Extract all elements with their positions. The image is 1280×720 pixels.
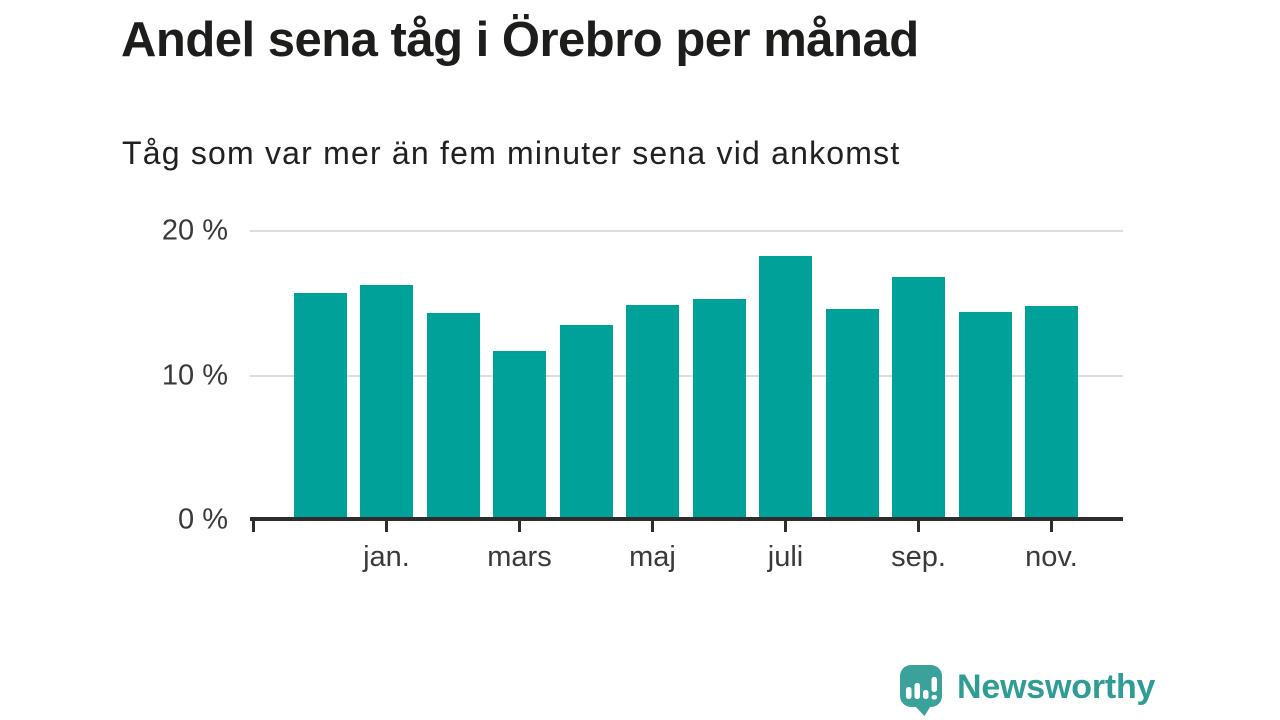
bar-chart-plot-area [250,230,1123,520]
x-axis-label-jan: jan. [363,541,410,573]
bar-aug [825,309,879,520]
x-axis-tick-maj [651,521,654,532]
newsworthy-logo-icon [900,665,942,716]
y-axis-label-0: 0 % [178,503,228,536]
bar-jan [360,284,413,520]
bar-juli [759,255,812,520]
bar-feb [426,313,480,520]
x-axis-tick-jan [385,521,388,532]
bar-nov [1025,306,1078,520]
chart-subtitle: Tåg som var mer än fem minuter sena vid … [122,135,901,171]
bar-maj [626,304,679,520]
x-axis-tick-juli [784,521,787,532]
bar-apr [559,324,613,520]
x-axis-label-juli: juli [767,541,804,573]
x-axis-tick-nov [1050,521,1053,532]
x-axis-label-nov: nov. [1025,541,1078,573]
bar-dec [293,293,347,520]
x-axis-tick-sep [917,521,920,532]
bar-okt [958,311,1012,520]
x-axis-label-sep: sep. [891,541,946,573]
bar-mars [493,350,546,520]
bar-juni [692,298,746,520]
x-axis-line [250,517,1123,521]
x-axis-label-maj: maj [629,541,676,573]
x-axis-label-mars: mars [487,541,552,573]
gridline-20-percent [250,230,1123,232]
x-axis-tick-mars [518,521,521,532]
gridline-10-percent [250,374,1123,377]
newsworthy-logo: Newsworthy [899,664,1155,716]
y-axis-label-20: 20 % [161,214,228,247]
x-axis-start-tick [252,521,255,532]
bar-sep [892,277,945,520]
newsworthy-logo-text: Newsworthy [957,668,1156,706]
y-axis-label-10: 10 % [161,359,228,391]
chart-title: Andel sena tåg i Örebro per månad [121,13,919,67]
